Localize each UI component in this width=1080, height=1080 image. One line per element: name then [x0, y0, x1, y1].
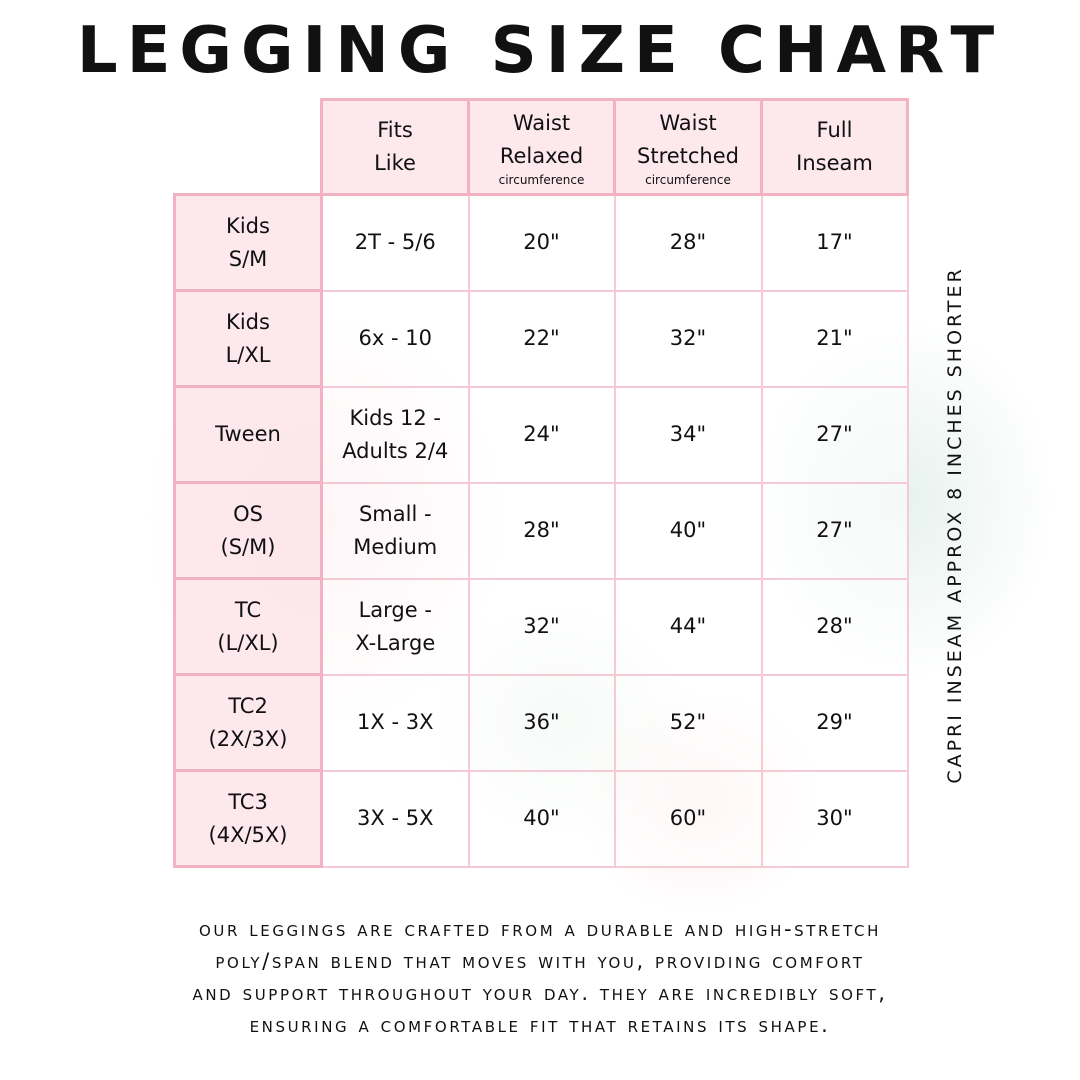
description-line: our leggings are crafted from a durable … [199, 917, 881, 941]
waist-relaxed-cell: 20" [467, 193, 616, 292]
table-row: TC3 (4X/5X) 3X - 5X 40" 60" 30" [173, 769, 909, 868]
description-line: poly/span blend that moves with you, pro… [215, 949, 865, 973]
header-fits-like: Fits Like [320, 98, 470, 196]
size-cell: Kids S/M [173, 193, 323, 292]
fits-like-cell-line: X-Large [355, 630, 436, 655]
full-inseam-cell: 17" [760, 193, 909, 292]
full-inseam-cell: 27" [760, 385, 909, 484]
fits-like-cell-line: Adults 2/4 [342, 438, 449, 463]
waist-relaxed-cell: 24" [467, 385, 616, 484]
size-cell-line: (4X/5X) [208, 822, 288, 847]
header-waist-relaxed: Waist Relaxed circumference [467, 98, 616, 196]
table-row: TC (L/XL) Large - X-Large 32" 44" 28" [173, 577, 909, 676]
waist-relaxed-cell: 22" [467, 289, 616, 388]
waist-stretched-cell: 52" [613, 673, 763, 772]
size-cell-line: Kids [226, 213, 270, 238]
header-line: Stretched [637, 144, 739, 168]
header-subtitle: circumference [645, 173, 731, 187]
table-row: Tween Kids 12 - Adults 2/4 24" 34" 27" [173, 385, 909, 484]
fits-like-cell: Kids 12 - Adults 2/4 [320, 385, 470, 484]
waist-stretched-cell: 34" [613, 385, 763, 484]
fits-like-cell: 1X - 3X [320, 673, 470, 772]
header-line: Fits [377, 118, 413, 142]
size-cell: TC (L/XL) [173, 577, 323, 676]
size-cell-line: Kids [226, 309, 270, 334]
header-row: Fits Like Waist Relaxed circumference Wa… [175, 98, 909, 196]
waist-stretched-cell: 60" [613, 769, 763, 868]
header-line: Full [816, 118, 853, 142]
header-line: Like [374, 151, 416, 175]
fits-like-cell: Large - X-Large [320, 577, 470, 676]
size-cell: TC2 (2X/3X) [173, 673, 323, 772]
page-title: LEGGING SIZE CHART [76, 14, 1004, 88]
header-subtitle: circumference [498, 173, 585, 187]
fits-like-cell-line: 6x - 10 [358, 326, 432, 350]
header-line: Relaxed [499, 144, 584, 168]
full-inseam-cell: 30" [760, 769, 909, 868]
description-line: ensuring a comfortable fit that retains … [249, 1013, 831, 1037]
size-cell: TC3 (4X/5X) [173, 769, 323, 868]
waist-stretched-cell: 40" [613, 481, 763, 580]
size-cell-line: TC3 [228, 789, 268, 814]
size-cell: Tween [173, 385, 323, 484]
size-cell-line: TC2 [228, 693, 268, 718]
size-cell-line: OS [233, 501, 263, 526]
header-line: Inseam [796, 151, 873, 175]
corner-cell [175, 100, 322, 195]
full-inseam-cell: 29" [760, 673, 909, 772]
size-cell-line: Tween [215, 422, 281, 446]
waist-relaxed-cell: 28" [467, 481, 616, 580]
fits-like-cell-line: Kids 12 - [349, 405, 442, 430]
description-line: and support throughout your day. they ar… [192, 981, 888, 1005]
size-cell: Kids L/XL [173, 289, 323, 388]
fits-like-cell-line: Large - [358, 597, 432, 622]
full-inseam-cell: 28" [760, 577, 909, 676]
fits-like-cell: 3X - 5X [320, 769, 470, 868]
waist-stretched-cell: 32" [613, 289, 763, 388]
header-waist-stretched: Waist Stretched circumference [613, 98, 763, 196]
size-cell-line: S/M [228, 246, 268, 271]
fits-like-cell-line: Small - [358, 501, 432, 526]
header-full-inseam: Full Inseam [760, 98, 909, 196]
size-cell: OS (S/M) [173, 481, 323, 580]
size-cell-line: (L/XL) [217, 630, 279, 655]
header-line: Waist [512, 111, 571, 135]
waist-stretched-cell: 28" [613, 193, 763, 292]
fits-like-cell-line: 1X - 3X [357, 710, 434, 734]
table-row: Kids L/XL 6x - 10 22" 32" 21" [173, 289, 909, 388]
header-line: Waist [659, 111, 717, 135]
table-row: Kids S/M 2T - 5/6 20" 28" 17" [173, 193, 909, 292]
fits-like-cell-line: 2T - 5/6 [354, 230, 436, 255]
full-inseam-cell: 21" [760, 289, 909, 388]
fits-like-cell-line: 3X - 5X [357, 806, 434, 830]
size-cell-line: L/XL [225, 342, 271, 367]
waist-relaxed-cell: 40" [467, 769, 616, 868]
size-cell-line: TC [234, 597, 262, 622]
size-cell-line: (S/M) [220, 534, 276, 559]
waist-relaxed-cell: 32" [467, 577, 616, 676]
fits-like-cell-line: Medium [353, 534, 438, 559]
table-row: OS (S/M) Small - Medium 28" 40" 27" [173, 481, 909, 580]
size-chart-table: Fits Like Waist Relaxed circumference Wa… [173, 98, 909, 868]
size-cell-line: (2X/3X) [208, 726, 288, 751]
fits-like-cell: 2T - 5/6 [320, 193, 470, 292]
table-row: TC2 (2X/3X) 1X - 3X 36" 52" 29" [173, 673, 909, 772]
waist-stretched-cell: 44" [613, 577, 763, 676]
fits-like-cell: Small - Medium [320, 481, 470, 580]
waist-relaxed-cell: 36" [467, 673, 616, 772]
full-inseam-cell: 27" [760, 481, 909, 580]
description: our leggings are crafted from a durable … [0, 913, 1080, 1041]
capri-note: CAPRI INSEAM APPROX 8 INCHES SHORTER [944, 266, 966, 784]
fits-like-cell: 6x - 10 [320, 289, 470, 388]
